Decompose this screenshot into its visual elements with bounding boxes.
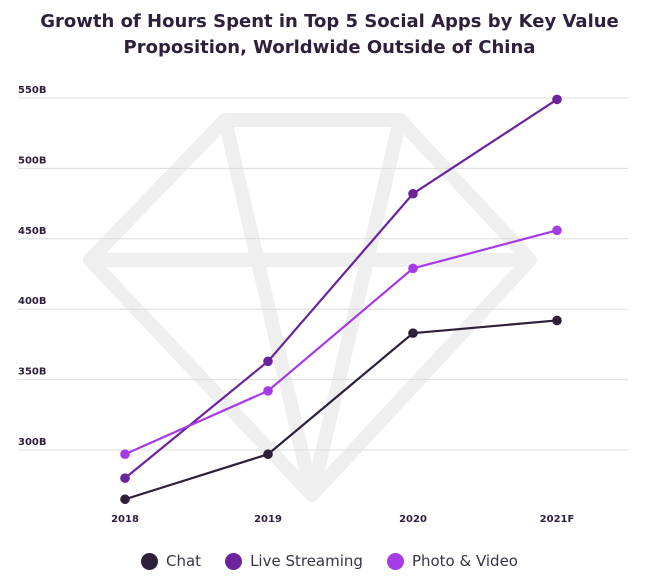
x-tick-label: 2019	[254, 514, 282, 525]
y-tick-label: 550B	[18, 85, 47, 96]
legend-item: Live Streaming	[225, 552, 363, 570]
x-tick-label: 2020	[399, 514, 427, 525]
legend-label: Live Streaming	[250, 552, 363, 570]
legend-swatch	[386, 552, 404, 570]
data-point-photo-video	[408, 263, 418, 274]
legend-swatch	[225, 552, 243, 570]
y-tick-label: 350B	[18, 367, 47, 378]
chart-title: Growth of Hours Spent in Top 5 Social Ap…	[0, 9, 659, 61]
series-line-live-streaming	[124, 98, 558, 480]
y-tick-label: 400B	[18, 296, 47, 307]
data-point-chat	[552, 315, 562, 326]
legend-label: Chat	[166, 552, 202, 570]
x-tick-label: 2021F	[540, 514, 575, 525]
y-tick-label: 500B	[18, 155, 47, 166]
line-chart: 300B 350B 400B 450B 500B 550B 2018 2019 2020 202…	[18, 85, 628, 525]
data-point-live-streaming	[263, 356, 273, 367]
y-tick-label: 450B	[18, 226, 47, 237]
chart-title-line-2: Proposition, Worldwide Outside of China	[123, 37, 536, 58]
data-point-live-streaming	[120, 473, 130, 483]
y-axis: 300B 350B 400B 450B 500B 550B	[18, 85, 47, 448]
gridlines	[18, 97, 628, 451]
series	[120, 94, 562, 505]
data-point-photo-video	[263, 386, 273, 396]
watermark	[83, 113, 537, 502]
data-point-chat	[120, 494, 130, 505]
chart-title-line-1: Growth of Hours Spent in Top 5 Social Ap…	[40, 11, 619, 32]
data-point-live-streaming	[552, 94, 562, 105]
legend-swatch	[141, 552, 158, 570]
data-point-chat	[263, 449, 273, 460]
data-point-live-streaming	[408, 188, 418, 199]
data-point-photo-video	[552, 225, 562, 236]
y-tick-label: 300B	[18, 437, 47, 448]
legend-item: Photo & Video	[386, 552, 518, 570]
series-line-photo-video	[124, 229, 558, 456]
data-point-chat	[408, 328, 418, 338]
legend-item: Chat	[141, 552, 201, 570]
data-point-photo-video	[120, 449, 130, 460]
legend-label: Photo & Video	[411, 552, 518, 570]
series-line-chat	[124, 319, 558, 501]
x-tick-label: 2018	[111, 514, 139, 525]
legend: Chat Live Streaming Photo & Video	[0, 552, 659, 570]
x-axis: 2018 2019 2020 2021F	[111, 514, 574, 525]
